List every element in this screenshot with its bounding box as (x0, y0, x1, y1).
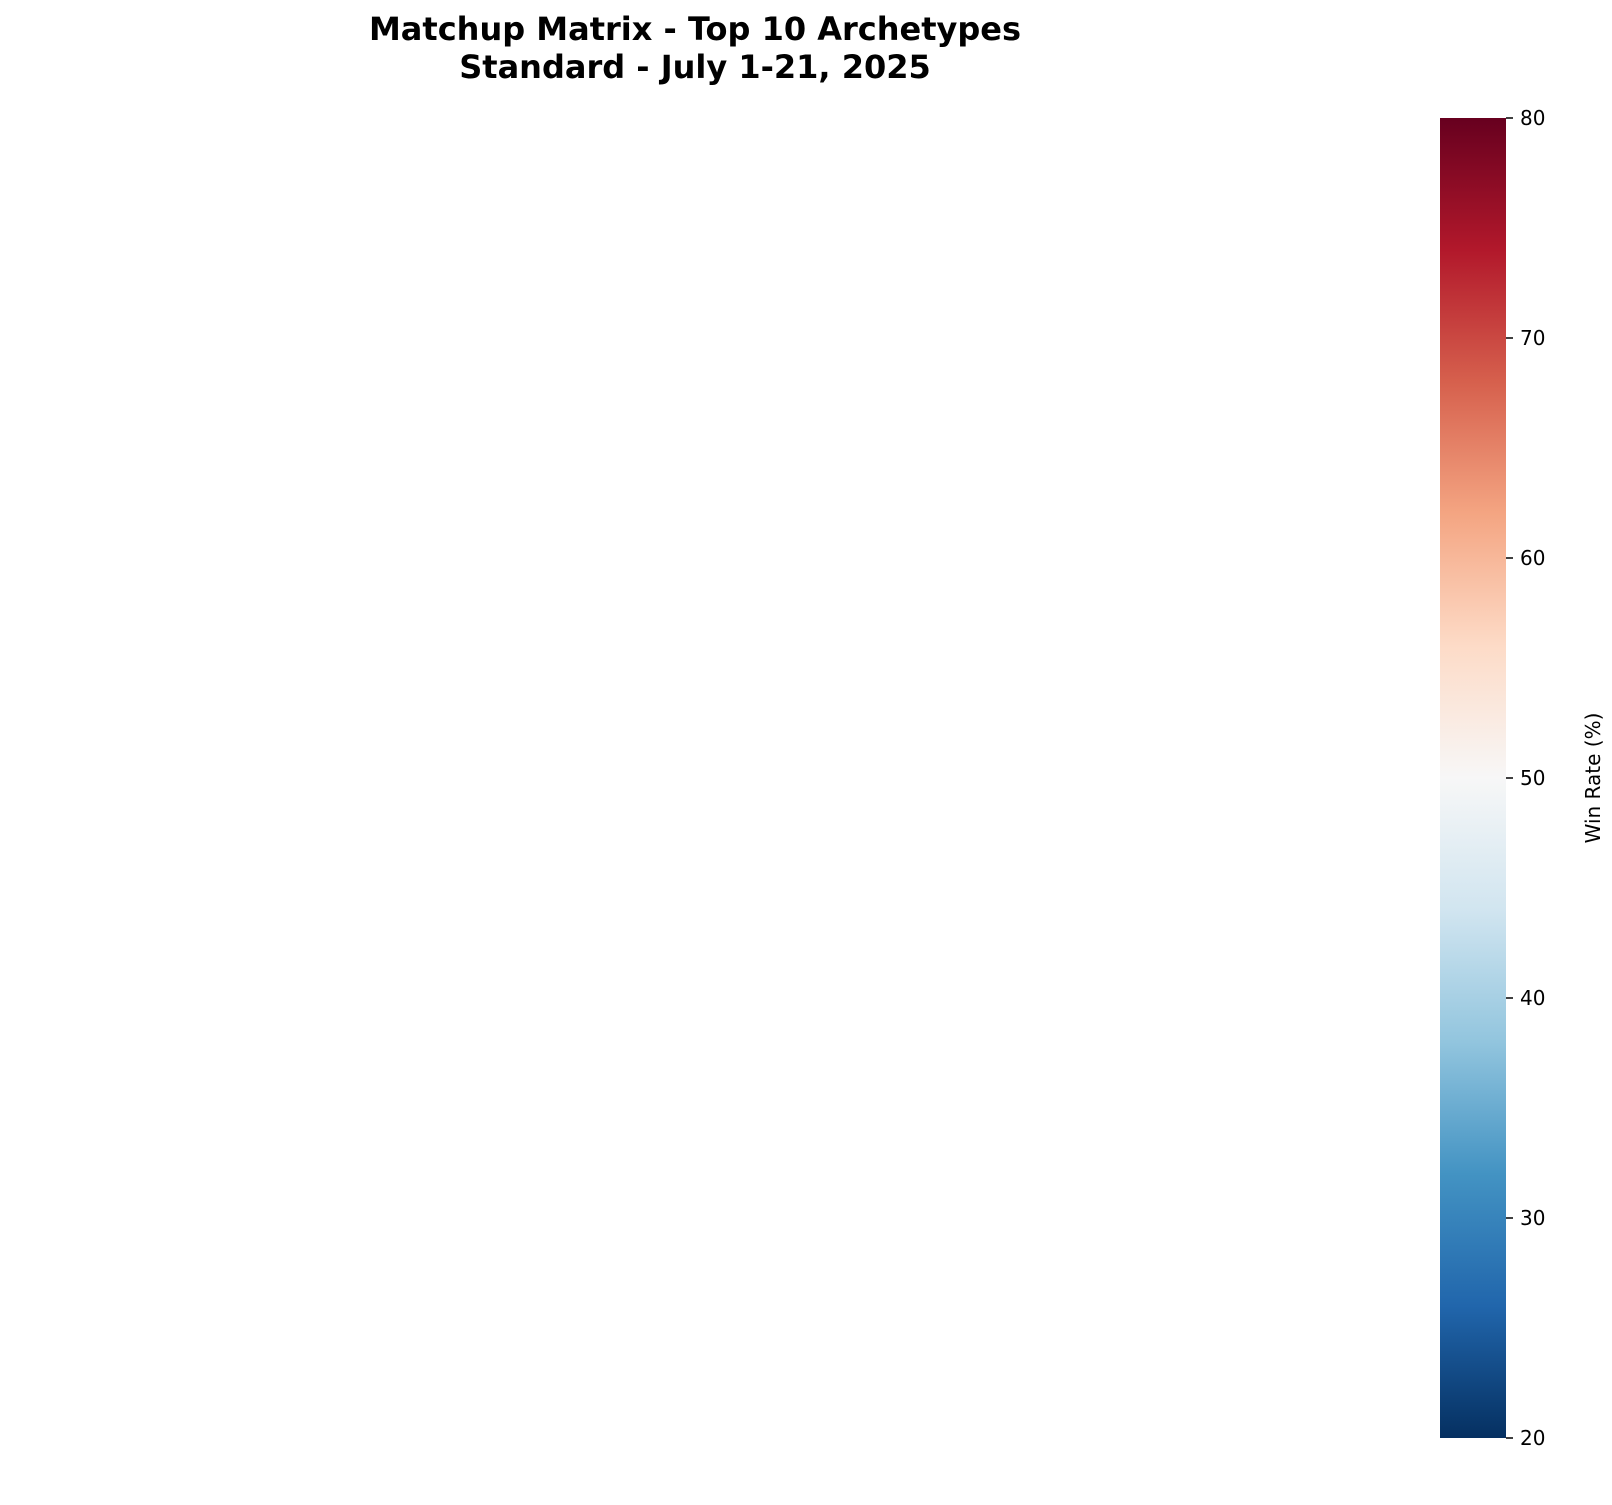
chart-title-line-2: Standard - July 1-21, 2025 (459, 48, 931, 86)
heatmap-plot-area (40, 118, 1390, 1483)
colorbar-label: Win Rate (%) (1581, 713, 1605, 844)
chart-title-line-1: Matchup Matrix - Top 10 Archetypes (368, 10, 1022, 48)
colorbar-tick-label-30: 30 (1520, 1206, 1545, 1230)
colorbar-gradient (1440, 118, 1506, 1438)
colorbar-tick-label-60: 60 (1520, 546, 1545, 570)
colorbar-tick-label-50: 50 (1520, 766, 1545, 790)
colorbar-tick-label-70: 70 (1520, 326, 1545, 350)
colorbar: 20 30 40 50 60 70 80 Win Rate (%) (1440, 106, 1605, 1450)
colorbar-tick-label-20: 20 (1520, 1426, 1545, 1450)
colorbar-ticks: 20 30 40 50 60 70 80 (1506, 106, 1545, 1450)
colorbar-tick-label-40: 40 (1520, 986, 1545, 1010)
colorbar-tick-label-80: 80 (1520, 106, 1545, 130)
